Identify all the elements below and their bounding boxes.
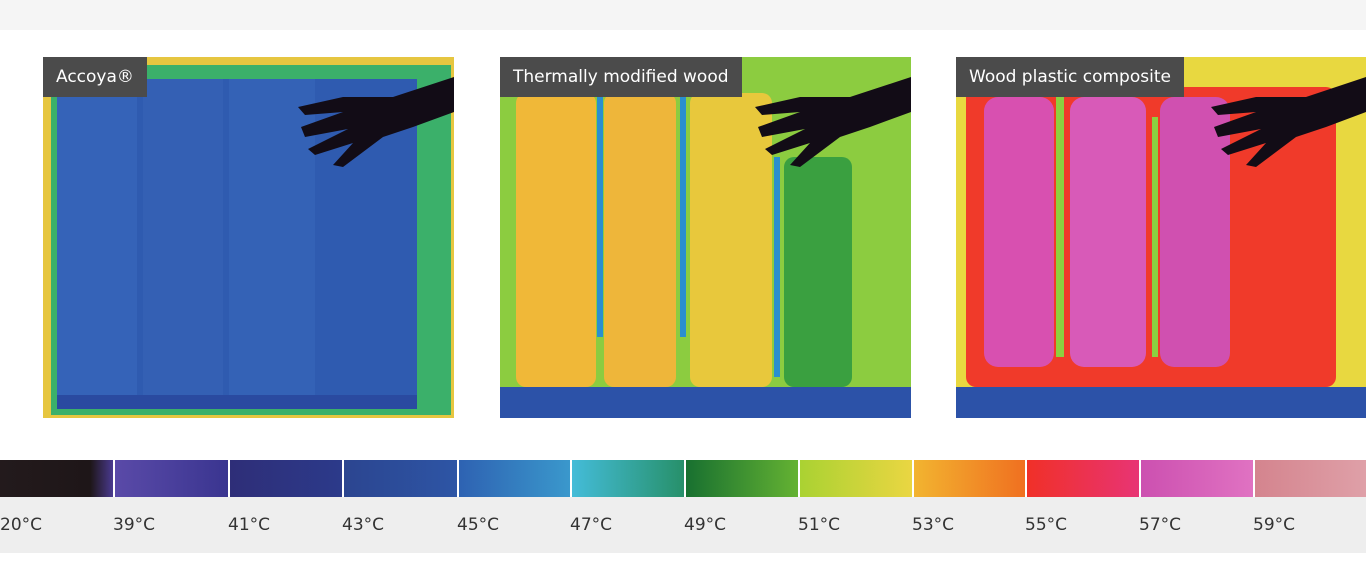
scale-segment: [1027, 460, 1139, 497]
top-band: [0, 0, 1366, 30]
scale-segment: [115, 460, 228, 497]
scale-label: 39°C: [113, 515, 156, 535]
thermal-image: Thermally modified wood: [500, 57, 911, 418]
plank: [57, 79, 137, 409]
scale-segment: [344, 460, 457, 497]
panel-label: Thermally modified wood: [500, 57, 742, 97]
scale-label: 43°C: [342, 515, 385, 535]
scale-label: 47°C: [570, 515, 613, 535]
color-scale: [0, 460, 1366, 497]
hand: [755, 77, 911, 167]
thermal-graphic: [500, 57, 911, 418]
scale-label: 20°C: [0, 515, 43, 535]
thermal-graphic: [956, 57, 1366, 418]
plank: [784, 157, 852, 387]
panel-label: Accoya®: [43, 57, 147, 97]
scale-segment: [230, 460, 342, 497]
plank: [1160, 97, 1230, 367]
plank: [690, 93, 772, 387]
plank: [143, 79, 223, 409]
scale-segment: [686, 460, 798, 497]
shadow: [57, 395, 417, 409]
shadow: [956, 387, 1366, 418]
scale-segment: [572, 460, 684, 497]
thermal-image: Wood plastic composite: [956, 57, 1366, 418]
scale-label: 49°C: [684, 515, 727, 535]
gap: [1056, 97, 1064, 357]
scale-segment: [1141, 460, 1253, 497]
gap: [1152, 117, 1158, 357]
scale-label: 45°C: [457, 515, 500, 535]
scale-label: 41°C: [228, 515, 271, 535]
hand: [1211, 77, 1366, 167]
plank: [1070, 97, 1146, 367]
scale-segment: [800, 460, 912, 497]
plank: [984, 97, 1054, 367]
panel-label: Wood plastic composite: [956, 57, 1184, 97]
plank: [604, 93, 676, 387]
scale-label: 55°C: [1025, 515, 1068, 535]
gap: [597, 97, 603, 337]
scale-labels: 20°C 39°C 41°C 43°C 45°C 47°C 49°C 51°C 53°C 55°C…: [0, 497, 1366, 553]
thermal-image: Accoya®: [43, 57, 454, 418]
hand: [298, 77, 454, 167]
plank: [229, 79, 315, 409]
scale-segment: [914, 460, 1025, 497]
scale-segment: [0, 460, 113, 497]
thermal-graphic: [43, 57, 454, 418]
scale-label: 53°C: [912, 515, 955, 535]
gap: [774, 157, 780, 377]
scale-segment: [1255, 460, 1366, 497]
scale-label: 57°C: [1139, 515, 1182, 535]
shadow: [500, 387, 911, 418]
plank: [516, 93, 596, 387]
scale-label: 51°C: [798, 515, 841, 535]
scale-label: 59°C: [1253, 515, 1296, 535]
scale-segment: [459, 460, 570, 497]
gap: [680, 97, 686, 337]
